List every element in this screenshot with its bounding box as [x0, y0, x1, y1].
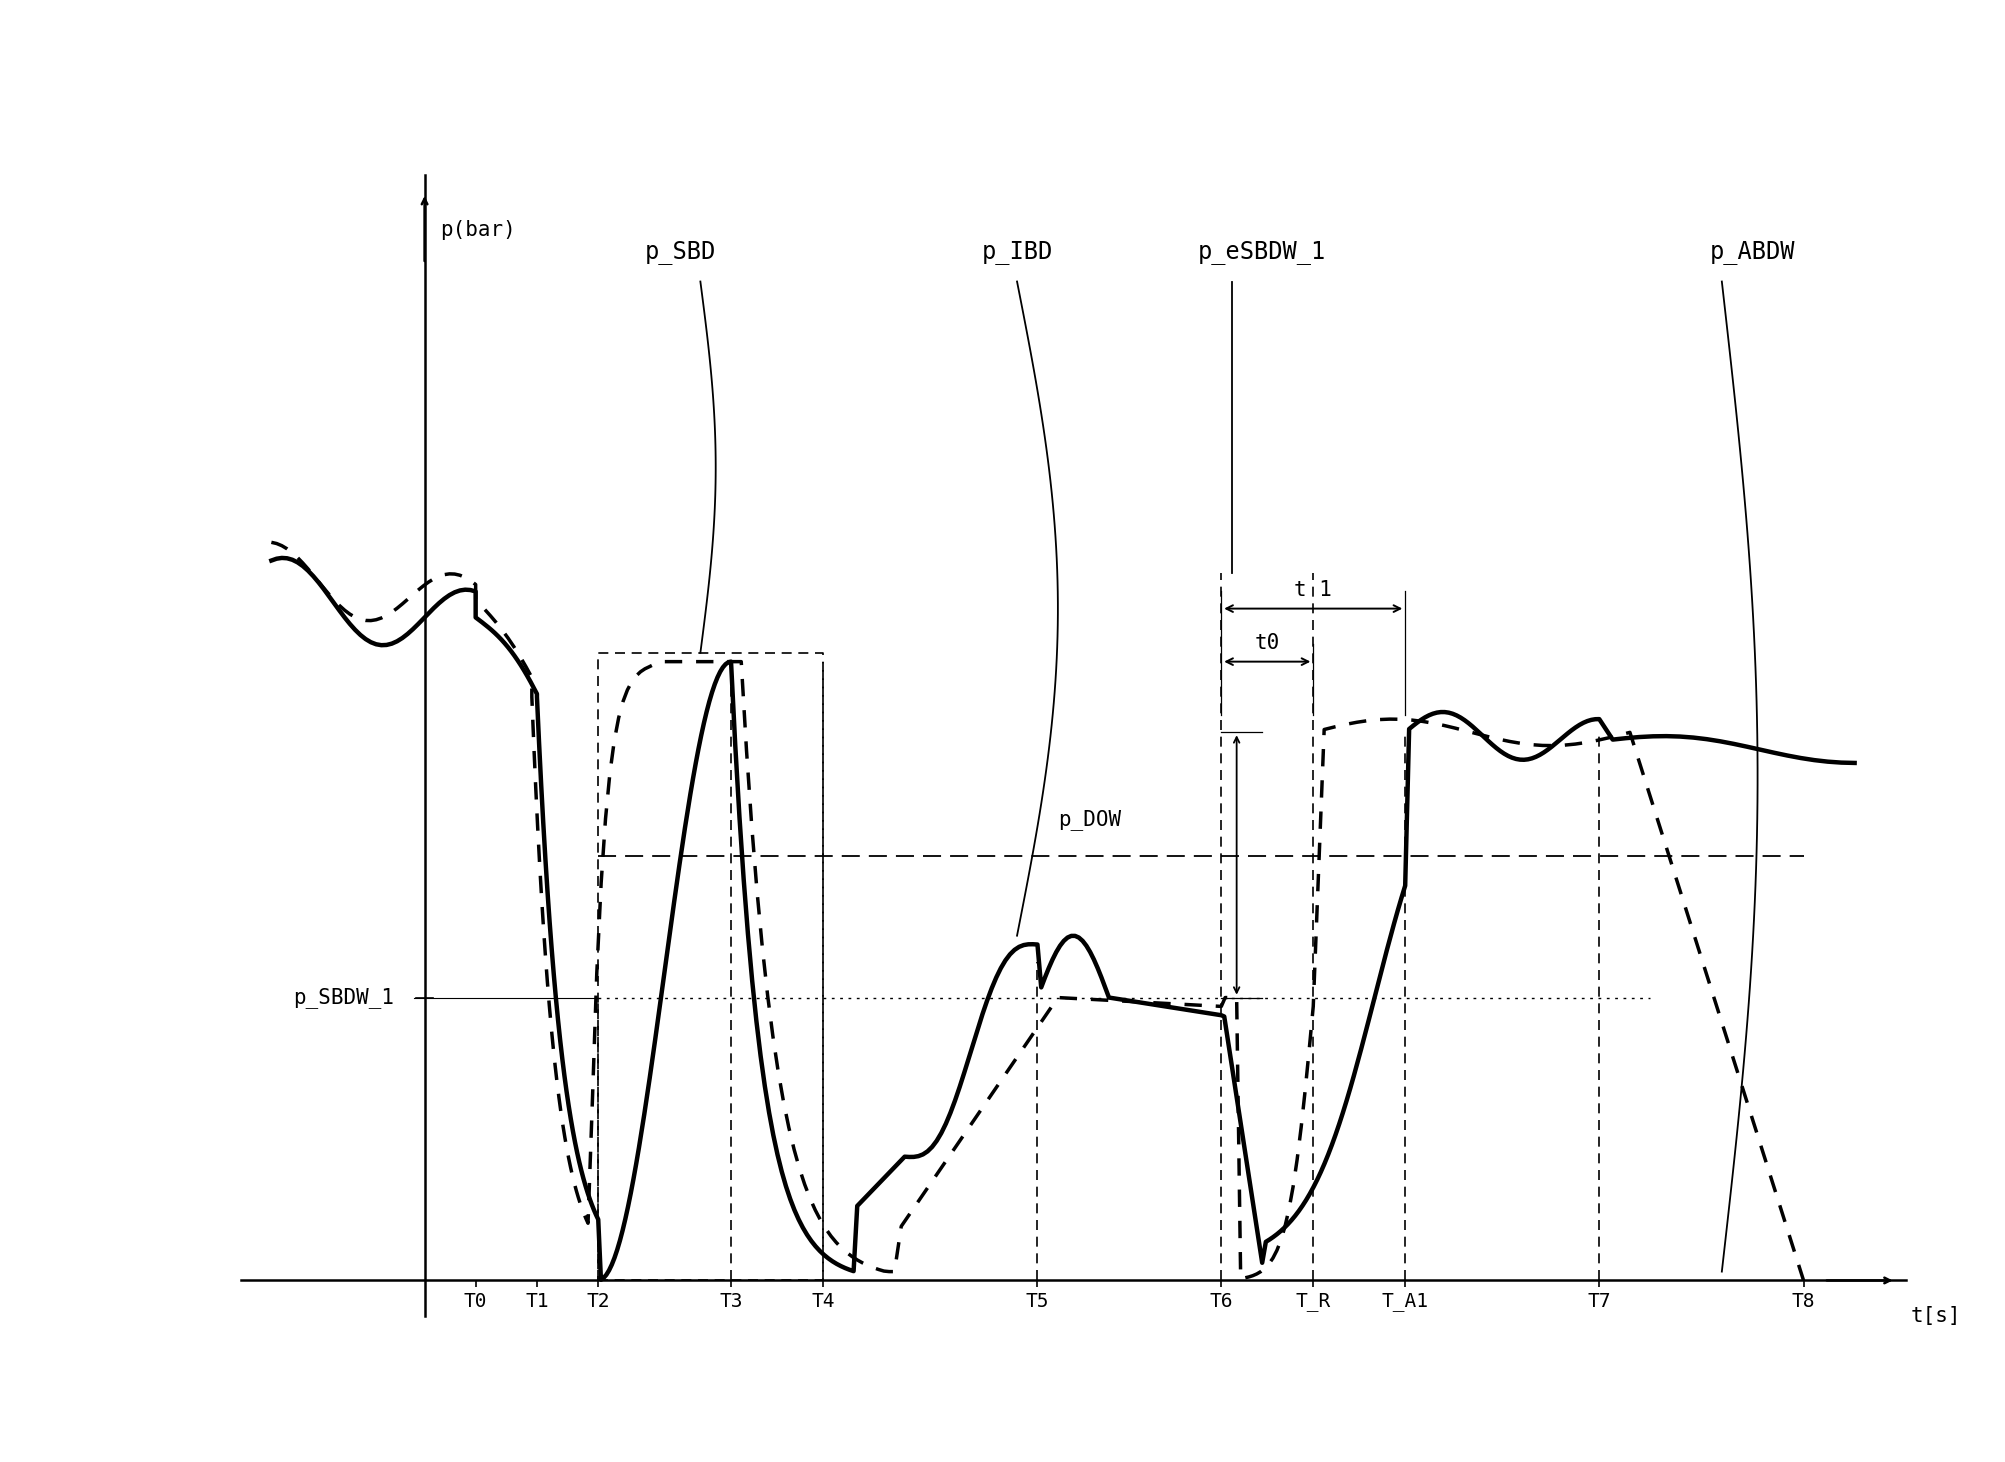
Text: t 1: t 1 [1293, 580, 1331, 599]
Text: p_SBDW_1: p_SBDW_1 [293, 987, 393, 1007]
Text: p(bar): p(bar) [439, 219, 515, 240]
Text: t0: t0 [1253, 633, 1279, 654]
Text: p_eSBDW_1: p_eSBDW_1 [1197, 240, 1325, 263]
Text: p_SBD: p_SBD [644, 240, 716, 263]
Text: p_ABDW: p_ABDW [1708, 240, 1794, 263]
Text: p_IBD: p_IBD [980, 240, 1053, 263]
Text: p_DOW: p_DOW [1057, 808, 1121, 829]
Text: t[s]: t[s] [1911, 1306, 1961, 1326]
